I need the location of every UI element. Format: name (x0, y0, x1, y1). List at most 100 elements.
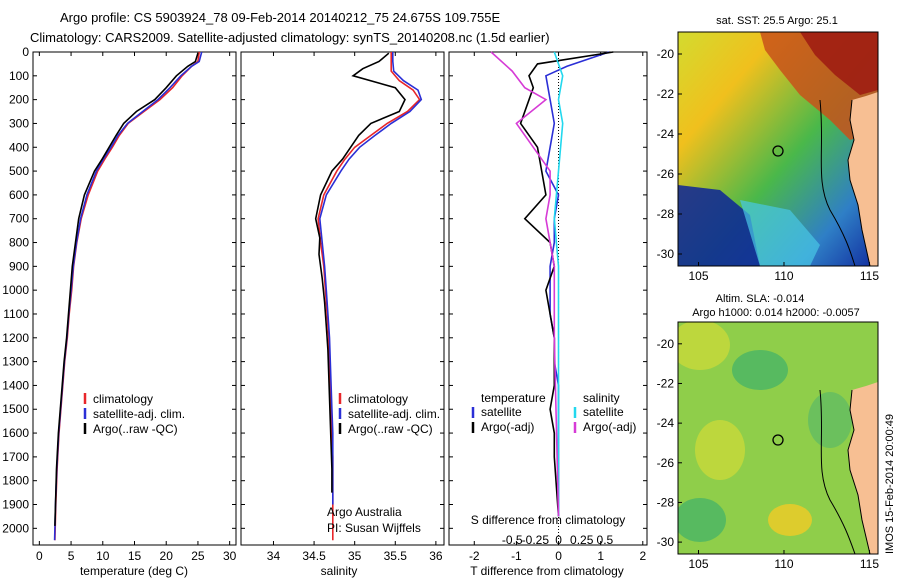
salinity-xtick-label: 34.5 (302, 549, 326, 563)
depth-tick-label: 1200 (2, 331, 29, 345)
sla-map-frame (677, 321, 879, 555)
sst-map-ticks: 105 110 115 -20 -22 -24 -26 -28 -30 (657, 47, 880, 283)
temperature-frame (32, 51, 237, 546)
temperature-xtick-label: 5 (68, 549, 75, 563)
sla-high-patch (678, 322, 730, 370)
depth-tick-label: 300 (9, 116, 29, 130)
salinity-panel: 34 34.5 35 35.5 36 climatologysatellite-adj. … (240, 51, 445, 563)
sst-map-title: sat. SST: 25.5 Argo: 25.1 (716, 15, 838, 27)
temperature-xtick-label: 10 (96, 549, 110, 563)
depth-tick-label: 1900 (2, 498, 29, 512)
legend-label: Argo(-adj) (481, 420, 534, 434)
difference-xlabel: T difference from climatology (470, 564, 624, 578)
map-ytick-label: -20 (657, 47, 675, 61)
depth-tick-label: 1700 (2, 450, 29, 464)
difference-xtick-label: 1 (597, 549, 604, 563)
sst-hot-region (800, 32, 878, 95)
sst-argo-marker (772, 145, 784, 157)
salinity-frame (240, 51, 445, 546)
legend-label: climatology (348, 392, 408, 406)
series-line-argo-raw-qc- (54, 52, 199, 526)
s-diff-tick-label: -0.5 (502, 533, 523, 547)
map-xtick-label: 110 (774, 557, 793, 571)
series-line-s-satellite (553, 51, 564, 517)
sst-map: sat. SST: 25.5 Argo: 25.1 105 110 115 -20 -2… (657, 15, 880, 283)
sla-low-patch (678, 498, 726, 542)
map-ytick-label: -30 (657, 535, 675, 549)
difference-top-label: S difference from climatology (471, 513, 626, 527)
s-diff-tick-label: 0.25 (570, 533, 594, 547)
map-ytick-label: -28 (657, 207, 675, 221)
legend-label: satellite (583, 405, 624, 419)
series-line-argo-raw-qc- (314, 52, 406, 493)
temperature-xlabel: temperature (deg C) (80, 564, 188, 578)
sst-land (848, 92, 878, 266)
temperature-xtick-label: 15 (128, 549, 142, 563)
sla-low-patch (732, 350, 788, 390)
map-xtick-label: 110 (774, 269, 793, 283)
sla-high-patch (695, 420, 745, 480)
map-xtick-label: 115 (860, 557, 879, 571)
sla-map-title-2: Argo h1000: 0.014 h2000: -0.0057 (692, 307, 860, 319)
depth-tick-label: 1500 (2, 402, 29, 416)
legend-header-temperature: temperature (481, 391, 546, 405)
depth-tick-label: 100 (9, 69, 29, 83)
depth-tick-label: 900 (9, 259, 29, 273)
depth-tick-label: 1000 (2, 283, 29, 297)
depth-tick-label: 1800 (2, 474, 29, 488)
sla-map-title-1: Altim. SLA: -0.014 (716, 293, 805, 305)
sst-cyan-region (740, 200, 820, 266)
difference-xtick-label: -1 (511, 549, 522, 563)
sst-map-frame (677, 31, 879, 267)
s-diff-tick-label: 0.5 (597, 533, 614, 547)
temperature-xtick-label: 20 (160, 549, 174, 563)
salinity-annotation-2: PI: Susan Wijffels (327, 521, 421, 535)
depth-tick-label: 1100 (3, 307, 29, 321)
map-ytick-label: -22 (657, 87, 675, 101)
sst-cool-region (678, 185, 760, 266)
figure-title-line1: Argo profile: CS 5903924_78 09-Feb-2014 … (60, 10, 501, 25)
sla-land (848, 382, 878, 554)
map-ytick-label: -24 (657, 416, 675, 430)
depth-tick-label: 500 (9, 164, 29, 178)
legend-label: satellite-adj. clim. (348, 407, 440, 421)
sla-coastline (847, 389, 871, 554)
salinity-xlabel: salinity (321, 564, 358, 578)
map-ytick-label: -30 (657, 247, 675, 261)
salinity-xtick-label: 34 (267, 549, 281, 563)
map-ytick-label: -28 (657, 495, 675, 509)
difference-xtick-label: 0 (555, 549, 562, 563)
s-diff-tick-label: 0 (555, 533, 562, 547)
salinity-xtick-label: 35 (348, 549, 362, 563)
map-xtick-label: 105 (688, 557, 708, 571)
sst-bathymetry-contour (819, 99, 856, 266)
salinity-xtick-label: 36 (429, 549, 443, 563)
sla-low-patch (808, 392, 852, 448)
imos-timestamp: IMOS 15-Feb-2014 20:00:49 (884, 414, 896, 554)
difference-xtick-label: -2 (469, 549, 480, 563)
depth-tick-label: 1600 (2, 426, 29, 440)
difference-panel: -2 -1 0 1 2 -0.5 -0.25 0 0.25 0.5 temperature salin… (448, 51, 648, 563)
sla-map-ticks: 105 110 115 -20 -22 -24 -26 -28 -30 (657, 337, 880, 571)
depth-tick-label: 200 (9, 93, 29, 107)
depth-tick-label: 800 (9, 236, 29, 250)
temperature-panel: 0100200300400500600700800900100011001200… (2, 45, 236, 563)
sla-argo-marker (772, 434, 784, 446)
salinity-annotation-1: Argo Australia (327, 505, 402, 519)
legend-label: Argo(..raw -QC) (348, 422, 433, 436)
legend-label: Argo(..raw -QC) (93, 422, 178, 436)
difference-xtick-label: 2 (639, 549, 646, 563)
sla-map: Altim. SLA: -0.014 Argo h1000: 0.014 h20… (657, 293, 880, 571)
series-line-s-argo-adj- (490, 51, 560, 517)
map-ytick-label: -24 (657, 127, 675, 141)
sla-high-patch (768, 504, 812, 536)
legend-header-salinity: salinity (583, 391, 620, 405)
sla-bathymetry-contour (819, 389, 856, 554)
figure-title-line2: Climatology: CARS2009. Satellite-adjuste… (30, 30, 550, 45)
depth-tick-label: 1300 (2, 355, 29, 369)
depth-tick-label: 700 (9, 212, 29, 226)
depth-tick-label: 0 (22, 45, 29, 59)
map-ytick-label: -26 (657, 456, 675, 470)
salinity-xtick-label: 35.5 (384, 549, 408, 563)
